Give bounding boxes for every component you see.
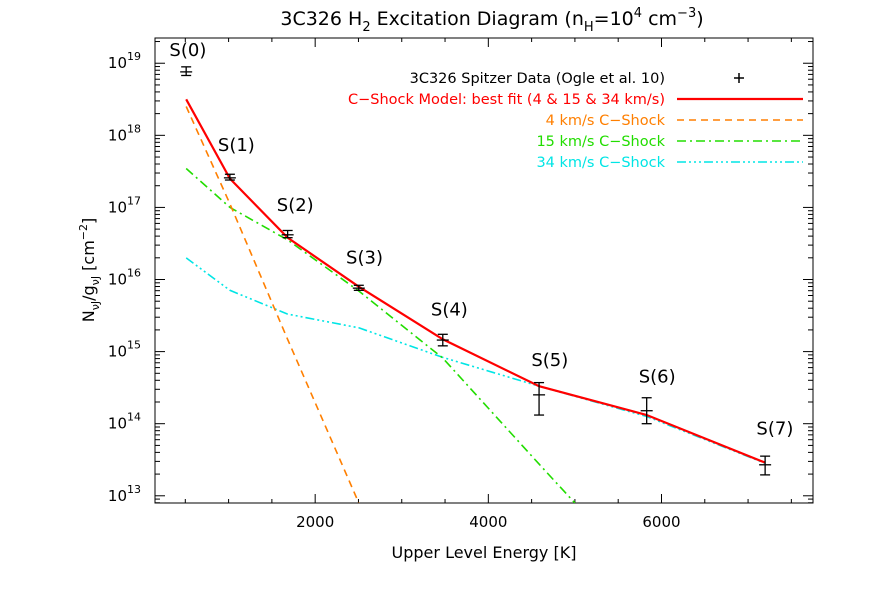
series-line bbox=[185, 257, 766, 465]
legend-entry: C−Shock Model: best fit (4 & 15 & 34 km/… bbox=[348, 92, 803, 108]
point-label: S(0) bbox=[169, 40, 206, 61]
legend-entry: 3C326 Spitzer Data (Ogle et al. 10) bbox=[410, 71, 744, 87]
y-axis-label: NνJ/gνJ [cm−2] bbox=[77, 218, 102, 323]
model-curves bbox=[185, 98, 766, 503]
y-tick-label: 1018 bbox=[108, 122, 141, 144]
chart-title: 3C326 H2 Excitation Diagram (nH=104 cm−3… bbox=[280, 6, 703, 35]
y-tick-label: 1016 bbox=[108, 267, 141, 289]
data-point bbox=[180, 66, 193, 77]
y-tick-label: 1015 bbox=[108, 339, 141, 361]
data-point bbox=[533, 381, 546, 416]
y-tick-label: 1013 bbox=[108, 483, 141, 505]
y-tick-label: 1017 bbox=[108, 194, 141, 216]
data-point bbox=[281, 229, 294, 239]
series-line bbox=[185, 167, 576, 503]
y-tick-label: 1014 bbox=[108, 411, 141, 433]
x-tick-label: 6000 bbox=[642, 513, 680, 531]
point-label: S(1) bbox=[218, 135, 255, 156]
point-labels: S(0) S(1) S(2) S(3) S(4) S(5) S(6) S(7) bbox=[169, 40, 793, 439]
legend: 3C326 Spitzer Data (Ogle et al. 10) C−Sho… bbox=[348, 71, 803, 171]
series-line bbox=[185, 98, 766, 464]
legend-label: C−Shock Model: best fit (4 & 15 & 34 km/… bbox=[348, 92, 665, 108]
point-label: S(6) bbox=[639, 367, 676, 388]
x-axis-label: Upper Level Energy [K] bbox=[392, 543, 577, 562]
legend-entry: 4 km/s C−Shock bbox=[546, 113, 803, 129]
point-label: S(2) bbox=[277, 195, 314, 216]
plot-frame bbox=[154, 37, 814, 504]
legend-entry: 34 km/s C−Shock bbox=[536, 155, 803, 171]
data-point bbox=[352, 284, 365, 291]
data-point bbox=[436, 333, 449, 347]
point-label: S(7) bbox=[756, 419, 793, 440]
y-tick-label: 1019 bbox=[108, 50, 141, 72]
x-tick-label: 2000 bbox=[296, 513, 334, 531]
data-points bbox=[180, 66, 772, 476]
data-point bbox=[759, 455, 772, 476]
legend-label: 3C326 Spitzer Data (Ogle et al. 10) bbox=[410, 71, 665, 87]
legend-entry: 15 km/s C−Shock bbox=[536, 134, 803, 150]
axis-ticks: 2000 4000 6000 1013 1014 1015 1016 1017 1018 1019 bbox=[108, 38, 813, 531]
legend-label: 34 km/s C−Shock bbox=[536, 155, 665, 171]
data-point bbox=[223, 173, 236, 181]
legend-label: 15 km/s C−Shock bbox=[536, 134, 665, 150]
x-tick-label: 4000 bbox=[469, 513, 507, 531]
point-label: S(5) bbox=[531, 350, 568, 371]
point-label: S(4) bbox=[431, 300, 468, 321]
legend-label: 4 km/s C−Shock bbox=[546, 113, 666, 129]
data-point bbox=[640, 397, 653, 425]
series-line bbox=[185, 106, 360, 503]
point-label: S(3) bbox=[346, 248, 383, 269]
